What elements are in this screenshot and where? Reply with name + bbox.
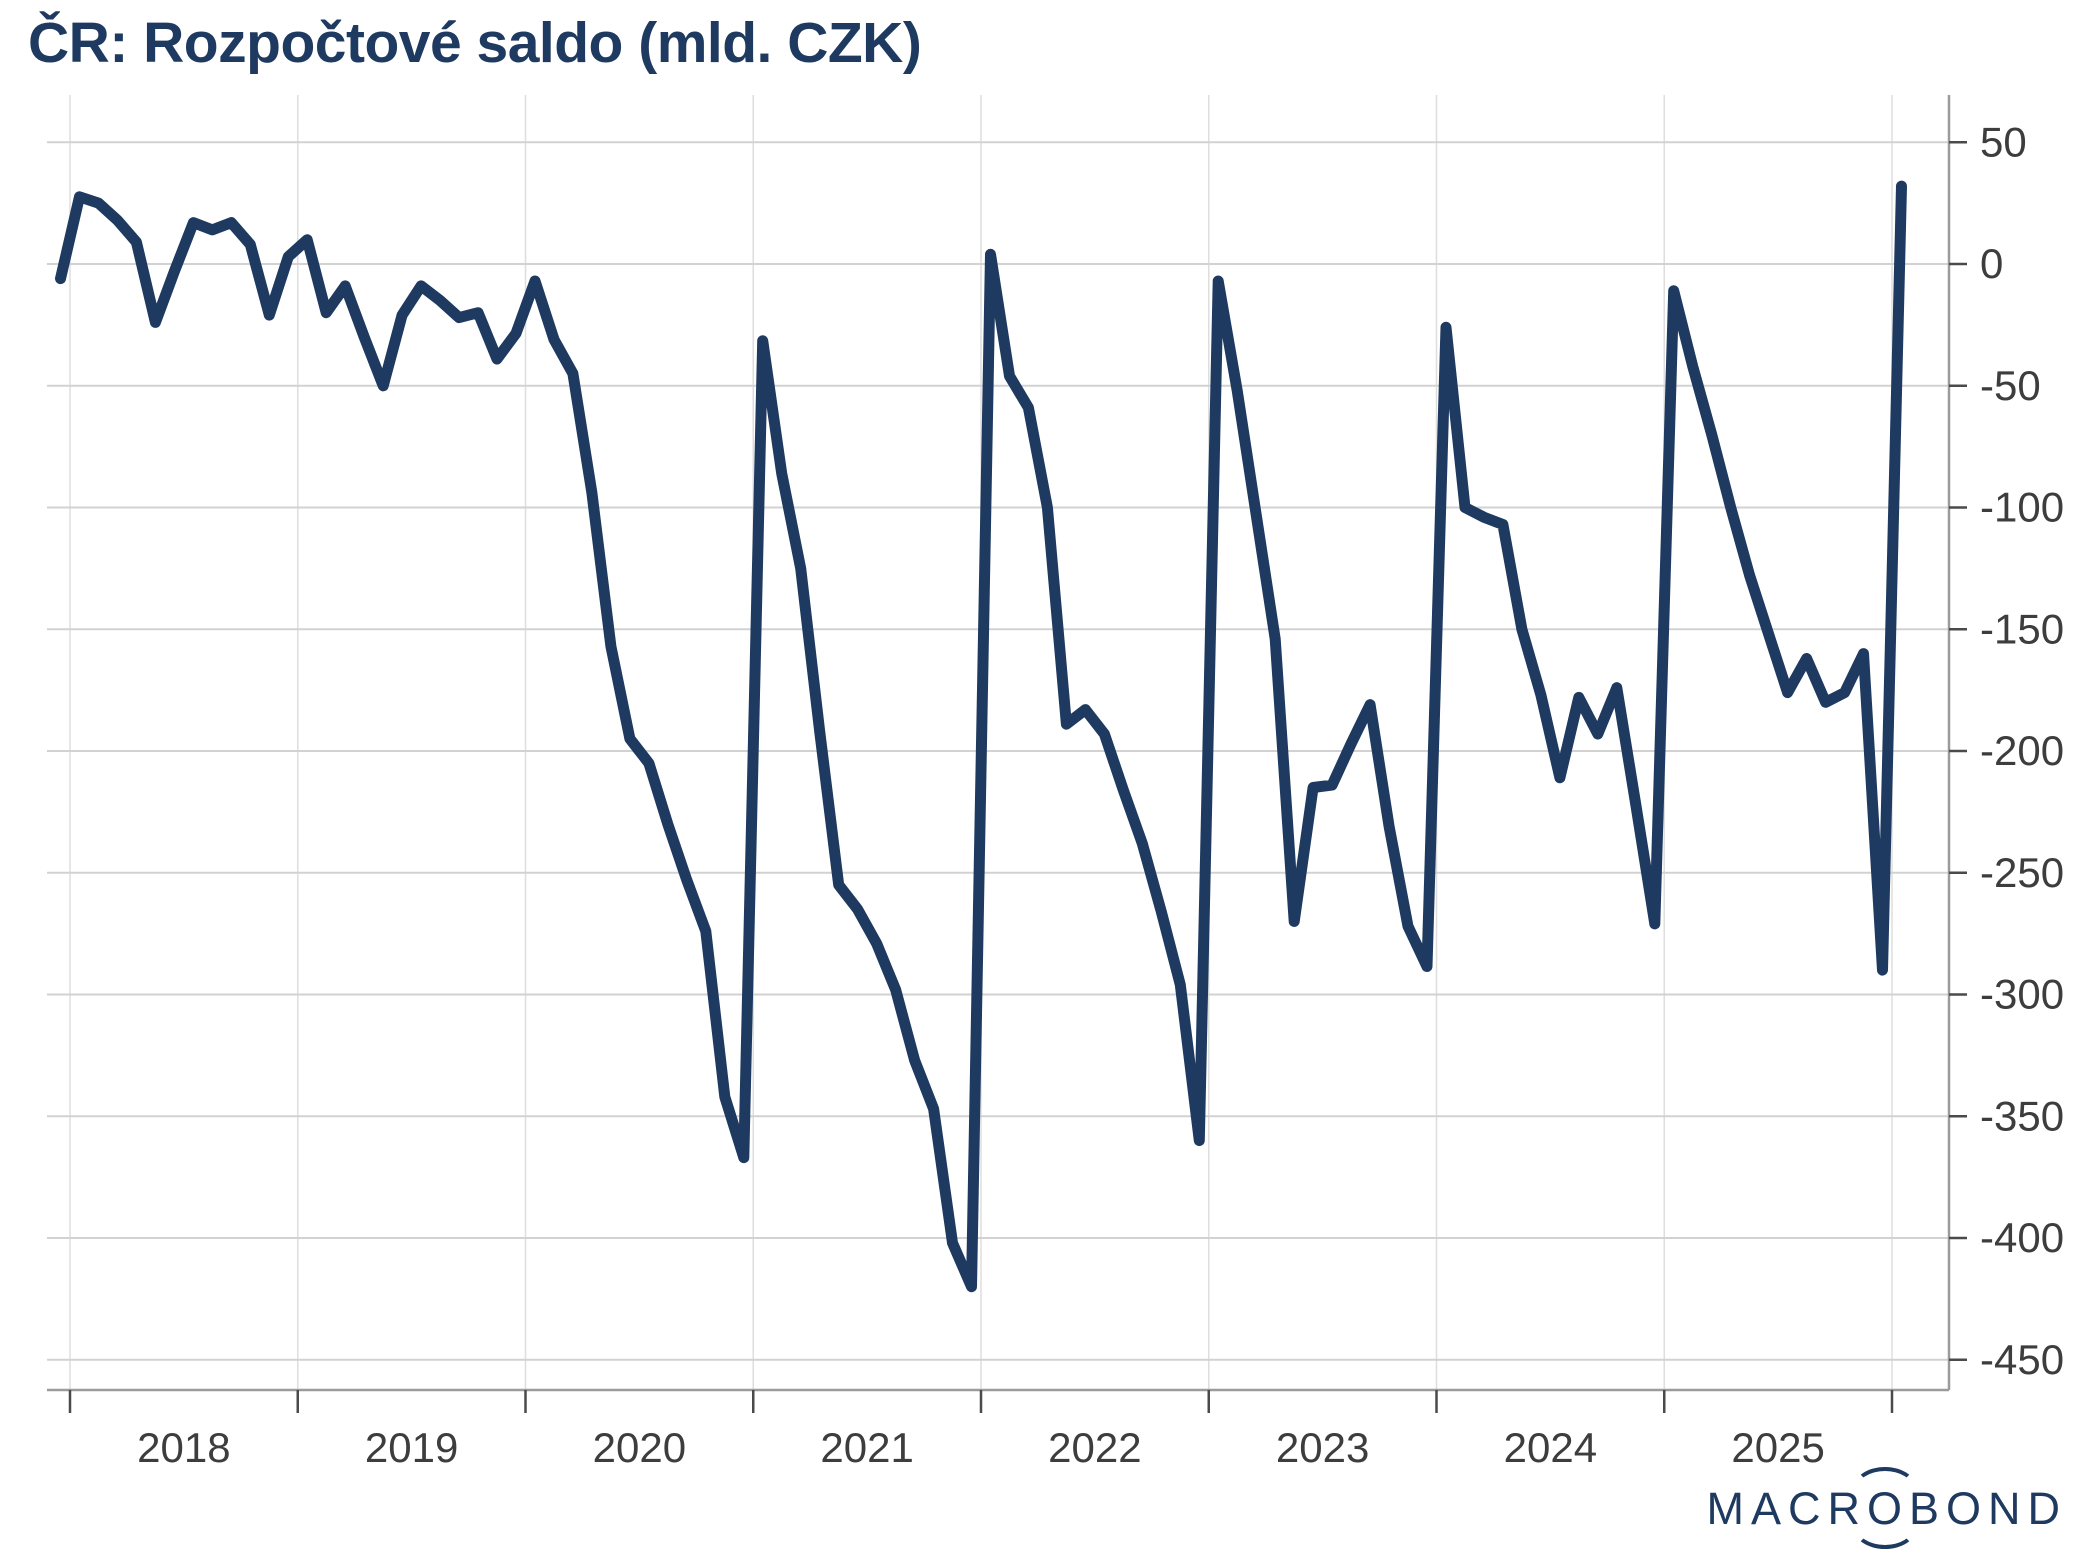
logo-text-post: BOND [1908,1483,2067,1534]
x-axis-label: 2022 [1048,1424,1141,1471]
x-axis-label: 2024 [1504,1424,1597,1471]
logo-text-pre: MACR [1706,1483,1867,1534]
y-axis-label: 0 [1980,240,2003,287]
x-axis-label: 2019 [365,1424,458,1471]
y-axis-label: -300 [1980,971,2064,1018]
y-axis-label: -400 [1980,1214,2064,1261]
logo-text-o: O [1866,1483,1909,1534]
budget-balance-series-line [55,180,1907,1293]
x-axis-label: 2025 [1731,1424,1824,1471]
y-axis-label: -150 [1980,605,2064,652]
y-axis-label: -50 [1980,362,2041,409]
macrobond-logo: MACR O BOND [1706,1467,2067,1549]
y-axis-label: 50 [1980,118,2027,165]
x-axis-label: 2023 [1276,1424,1369,1471]
y-axis-label: -350 [1980,1092,2064,1139]
logo-orbit-o: O [1853,1467,1918,1549]
y-axis-label: -100 [1980,484,2064,531]
chart-title: ČR: Rozpočtové saldo (mld. CZK) [28,11,922,75]
x-axis-label: 2020 [593,1424,686,1471]
y-axis-label: -200 [1980,727,2064,774]
x-axis-label: 2018 [137,1424,230,1471]
y-axis-label: -450 [1980,1336,2064,1383]
x-axis-label: 2021 [820,1424,913,1471]
y-axis-label: -250 [1980,849,2064,896]
